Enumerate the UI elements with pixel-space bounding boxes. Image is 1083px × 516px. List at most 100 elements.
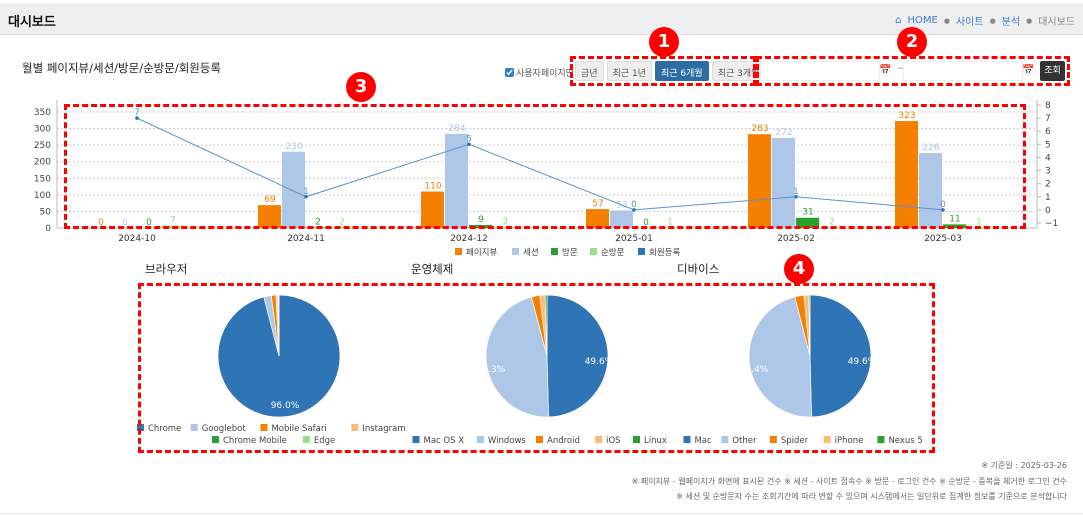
x-tick-label: 2024-11 [287,234,325,244]
user-page-only-checkbox[interactable]: 사용자페이지만 [505,66,574,79]
pie-value-label: 46.3% [477,365,506,375]
bar-세션 [445,133,468,228]
pie-title-browser: 브라우저 [145,262,188,276]
bar-value-label: 3 [502,217,508,227]
bar-세션 [610,210,633,228]
bar-value-label: 69 [264,195,276,205]
legend-swatch [721,436,729,443]
x-tick-label: 2024-12 [450,234,488,244]
y-right-tick-label: 5 [1045,140,1051,150]
period-buttons: 금년 최근 1년 최근 6개월 최근 3개월 [575,61,766,81]
bar-페이지뷰 [258,205,281,228]
legend-label: 세션 [523,247,539,258]
pie-slice-Other [748,296,812,418]
legend-swatch [595,436,603,443]
bar-페이지뷰 [421,191,444,228]
legend-label: 순방문 [601,247,625,258]
breadcrumb-site[interactable]: 사이트 [955,17,984,28]
y-left-tick-label: 150 [34,174,51,184]
breadcrumb-analysis[interactable]: 분석 [1001,17,1021,28]
line-회원등록 [136,117,944,211]
checkbox-label: 사용자페이지만 [516,69,574,79]
y-right-tick-label: 0 [1045,206,1051,216]
pie-slice-Linux [544,294,548,357]
legend-label: Nexus 5 [888,436,922,446]
base-date: ※ 기준일 : 2025-03-26 [981,461,1067,470]
annotation-box-3 [64,104,1026,229]
monthly-chart: 050100150200250300350−10123456782024-100… [34,100,1058,258]
y-right-tick-label: 1 [1045,193,1051,203]
line-point [467,142,471,147]
legend-label: Spider [781,436,809,446]
line-point [304,194,308,199]
divider [0,513,1083,514]
home-icon[interactable]: ⌂ [895,15,902,26]
y-right-tick-label: 6 [1045,127,1051,137]
legend-swatch [455,248,462,255]
bar-value-label: 110 [424,182,441,192]
pie-slice-Windows [485,296,549,418]
line-value-label: 7 [134,108,140,118]
bar-value-label: 57 [592,199,603,209]
bar-value-label: 2 [315,217,321,227]
annotation-box-1 [570,56,756,86]
bar-value-label: 2 [829,217,835,227]
line-value-label: 1 [793,187,799,197]
line-value-label: 1 [303,187,309,197]
bullet-icon: ● [1026,16,1033,25]
legend-swatch [412,436,420,443]
footer-note-1: ※ 페이지뷰 - 웹페이지가 화면에 표시된 건수 ※ 세션 - 사이트 접속수… [631,477,1067,486]
period-1-year[interactable]: 최근 1년 [606,61,652,81]
pie-slice-Mac [809,294,872,418]
y-right-tick-label: 3 [1045,167,1051,177]
checkbox[interactable] [505,68,514,77]
bar-value-label: 0 [643,218,649,228]
legend-label: Instagram [362,424,405,434]
legend-label: iPhone [835,436,864,446]
legend-swatch [302,436,310,443]
bar-세션 [282,151,305,228]
search-button[interactable]: 조회 [1040,61,1065,81]
date-from-input[interactable] [760,61,880,81]
pie-slice-Mac OS X [546,294,609,418]
x-tick-label: 2024-10 [118,234,156,244]
line-value-label: 0 [940,200,946,210]
bar-value-label: 2 [339,217,345,227]
legend-swatch [190,424,198,431]
y-right-tick-label: 4 [1045,153,1051,163]
period-this-year[interactable]: 금년 [575,61,604,81]
y-right-tick-label: −1 [1045,219,1058,229]
annotation-number-4: 4 [784,254,814,284]
calendar-icon[interactable]: 📅 [879,65,892,76]
calendar-icon[interactable]: 📅 [1022,65,1035,76]
bar-value-label: 0 [98,218,104,228]
period-6-months[interactable]: 최근 6개월 [655,61,709,81]
legend-swatch [476,436,484,443]
period-3-months[interactable]: 최근 3개월 [711,61,766,81]
line-point [941,208,945,212]
date-to-input[interactable] [903,61,1023,81]
legend-label: 회원등록 [649,248,680,258]
legend-swatch [769,436,777,443]
legend-swatch [512,248,519,255]
legend-label: Edge [314,436,335,446]
legend-label: Chrome [148,424,181,434]
bar-value-label: 230 [285,142,302,152]
legend-swatch [590,248,597,255]
bar-value-label: 0 [122,218,128,228]
bar-세션 [772,137,795,228]
legend-label: Mobile Safari [271,424,326,434]
annotation-box-2 [756,56,1070,86]
bar-value-label: 226 [922,143,939,153]
legend-label: 방문 [562,247,578,258]
y-left-tick-label: 250 [34,141,51,151]
breadcrumb-home[interactable]: HOME [907,15,938,26]
legend-label: Other [732,436,757,446]
section-title: 월별 페이지뷰/세션/방문/순방문/회원등록 [22,61,222,75]
legend-label: Googlebot [202,424,247,434]
bar-value-label: 1 [667,218,673,228]
bar-페이지뷰 [586,209,609,228]
y-left-tick-label: 350 [34,108,51,118]
legend-swatch [351,424,359,431]
legend-swatch [551,248,558,255]
